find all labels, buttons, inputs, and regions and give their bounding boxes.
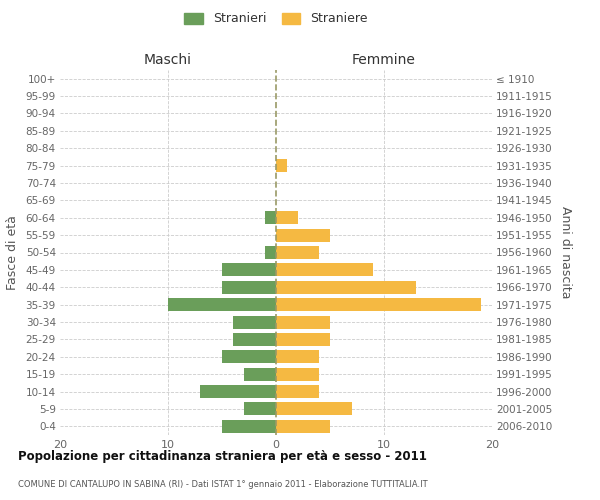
Bar — [244, 368, 276, 380]
Bar — [200, 385, 276, 398]
Bar — [276, 385, 319, 398]
Y-axis label: Fasce di età: Fasce di età — [5, 215, 19, 290]
Bar — [276, 246, 319, 259]
Bar — [276, 402, 352, 415]
Y-axis label: Anni di nascita: Anni di nascita — [559, 206, 572, 298]
Bar — [276, 333, 330, 346]
Bar — [276, 211, 298, 224]
Text: Popolazione per cittadinanza straniera per età e sesso - 2011: Popolazione per cittadinanza straniera p… — [18, 450, 427, 463]
Bar — [222, 280, 276, 294]
Bar — [276, 264, 373, 276]
Bar — [233, 333, 276, 346]
Bar — [276, 350, 319, 364]
Bar — [276, 368, 319, 380]
Bar — [244, 402, 276, 415]
Text: COMUNE DI CANTALUPO IN SABINA (RI) - Dati ISTAT 1° gennaio 2011 - Elaborazione T: COMUNE DI CANTALUPO IN SABINA (RI) - Dat… — [18, 480, 428, 489]
Legend: Stranieri, Straniere: Stranieri, Straniere — [181, 8, 371, 29]
Bar — [276, 316, 330, 328]
Bar — [265, 211, 276, 224]
Bar — [265, 246, 276, 259]
Bar — [233, 316, 276, 328]
Text: Femmine: Femmine — [352, 52, 416, 66]
Bar — [276, 228, 330, 241]
Bar — [168, 298, 276, 311]
Text: Maschi: Maschi — [144, 52, 192, 66]
Bar — [222, 264, 276, 276]
Bar — [276, 280, 416, 294]
Bar — [276, 159, 287, 172]
Bar — [222, 350, 276, 364]
Bar — [276, 420, 330, 433]
Bar — [276, 298, 481, 311]
Bar — [222, 420, 276, 433]
